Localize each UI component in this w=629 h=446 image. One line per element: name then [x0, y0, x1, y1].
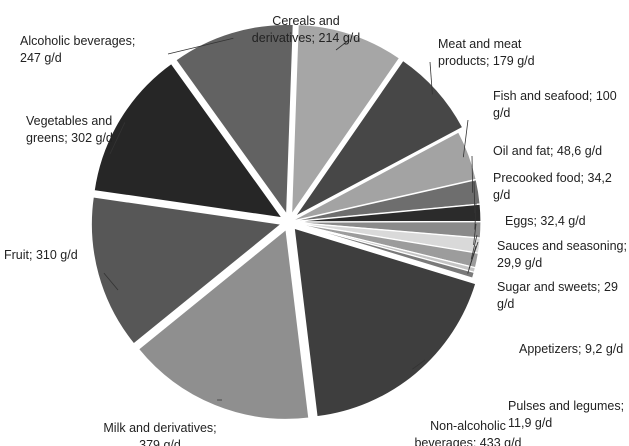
leader-line	[103, 272, 119, 291]
slice-label: Eggs; 32,4 g/d	[505, 214, 586, 228]
leader-lines	[103, 37, 479, 401]
slice-label: Fruit; 310 g/d	[4, 248, 78, 262]
leader-line	[462, 119, 469, 158]
slice-label: Vegetables and greens; 302 g/d	[26, 114, 113, 145]
slice-label: Alcoholic beverages; 247 g/d	[20, 34, 135, 65]
pie-slice	[290, 221, 476, 279]
leader-line	[429, 61, 433, 95]
slice-label: Meat and meat products; 179 g/d	[438, 37, 535, 68]
leader-line	[474, 202, 477, 230]
slice-label: Pulses and legumes; 11,9 g/d	[508, 399, 624, 430]
leader-line	[473, 223, 477, 246]
pie-slice	[174, 23, 294, 217]
slice-label: Sugar and sweets; 29 g/d	[497, 280, 618, 311]
leader-line	[467, 245, 477, 274]
leader-line	[109, 122, 126, 155]
slice-label: Milk and derivatives; 379 g/d	[103, 421, 216, 446]
leader-line	[412, 359, 426, 370]
pie-slice	[293, 227, 477, 418]
pie-slice	[290, 23, 401, 217]
leader-line	[335, 39, 350, 51]
leader-line	[167, 37, 234, 55]
leader-line	[471, 155, 474, 193]
pie-slice	[90, 196, 283, 345]
slice-label: Oil and fat; 48,6 g/d	[493, 144, 602, 158]
leader-line	[473, 181, 476, 214]
slice-label: Fish and seafood; 100 g/d	[493, 89, 617, 120]
slice-label: Non-alcoholic beverages; 433 g/d	[414, 419, 521, 446]
slice-labels: Cereals and derivatives; 214 g/d Meat and …	[4, 14, 627, 446]
slice-label: Appetizers; 9,2 g/d	[519, 342, 623, 356]
pie-slice	[93, 62, 284, 219]
pie-slice	[294, 59, 464, 218]
slice-label: Cereals and derivatives; 214 g/d	[252, 14, 360, 45]
leader-line	[470, 234, 478, 260]
slice-label: Sauces and seasoning; 29,9 g/d	[497, 239, 627, 270]
pie-slice	[137, 228, 310, 421]
slice-label: Precooked food; 34,2 g/d	[493, 171, 612, 202]
pie-slices	[90, 23, 482, 421]
